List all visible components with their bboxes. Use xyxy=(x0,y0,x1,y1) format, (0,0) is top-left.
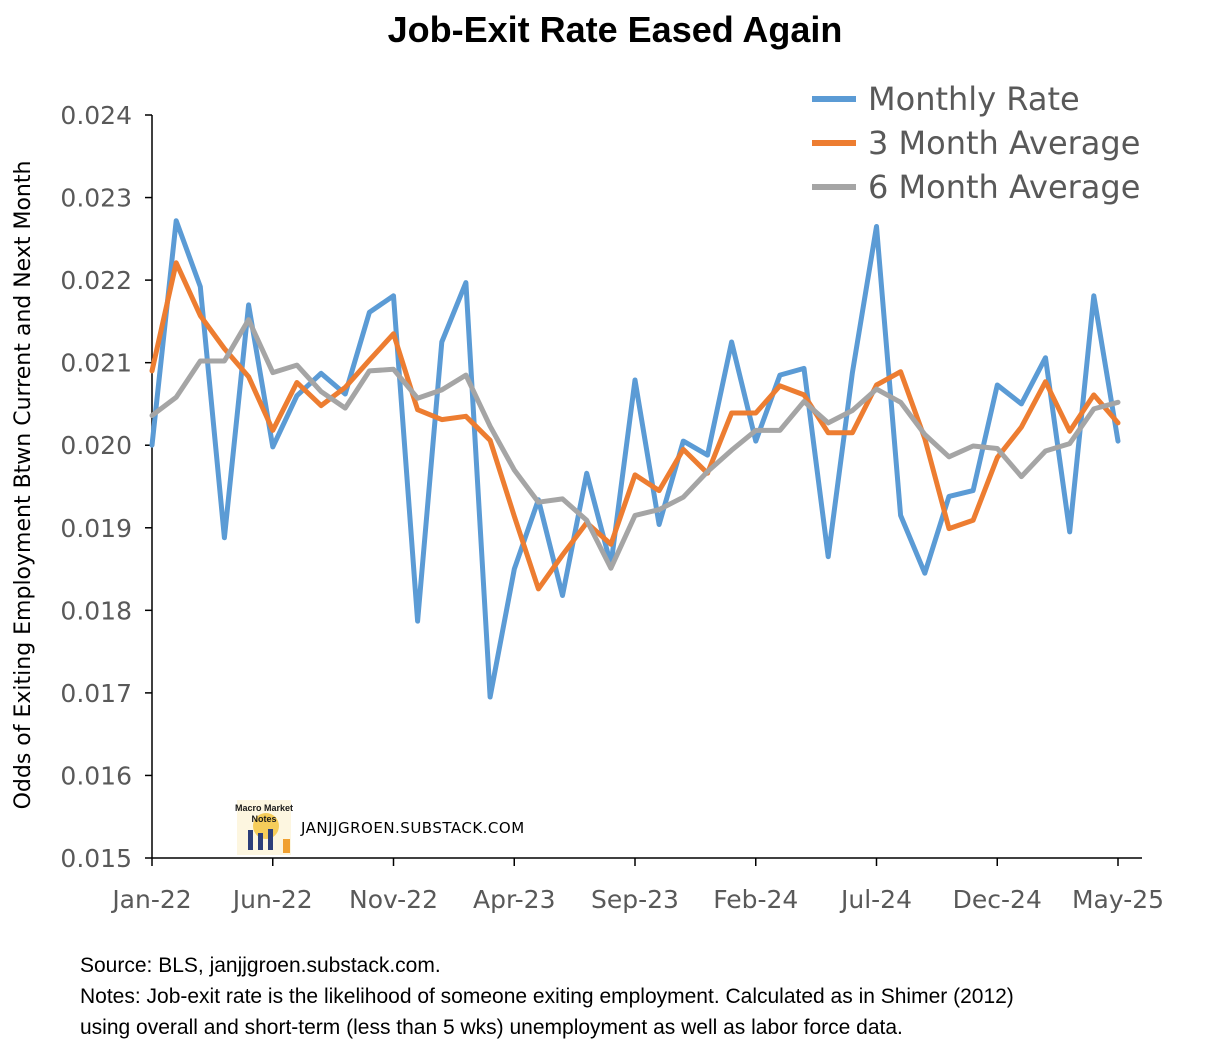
series-line-3-month-average xyxy=(149,260,1121,592)
series-line-6-month-average xyxy=(149,317,1121,571)
notes-line-1: Notes: Job-exit rate is the likelihood o… xyxy=(80,985,1014,1008)
y-tick-label: 0.019 xyxy=(60,514,132,543)
y-tick-labels: 0.015 0.016 0.017 0.018 0.019 0.020 0.021 0.022… xyxy=(60,101,132,873)
series-line-monthly-rate xyxy=(149,218,1121,700)
y-tick-label: 0.023 xyxy=(60,184,132,213)
y-tick-label: 0.024 xyxy=(60,101,132,130)
y-tick-label: 0.018 xyxy=(60,596,132,625)
legend: Monthly Rate 3 Month Average 6 Month Avera… xyxy=(812,80,1140,206)
axes xyxy=(145,114,1142,866)
legend-label-6-month-average: 6 Month Average xyxy=(868,168,1140,206)
y-tick-label: 0.020 xyxy=(60,431,132,460)
x-tick-label: Feb-24 xyxy=(713,885,798,914)
logo-text-line-1: Macro Market xyxy=(235,803,293,813)
chart-notes: Source: BLS, janjjgroen.substack.com. No… xyxy=(80,950,1225,1043)
source-note: Source: BLS, janjjgroen.substack.com. xyxy=(80,954,441,977)
y-tick-label: 0.015 xyxy=(60,844,132,873)
x-tick-label: Jul-24 xyxy=(839,885,912,914)
x-tick-label: Jan-22 xyxy=(110,885,191,914)
y-tick-label: 0.021 xyxy=(60,349,132,378)
legend-label-3-month-average: 3 Month Average xyxy=(868,124,1140,162)
notes-line-2: using overall and short-term (less than … xyxy=(80,1016,903,1039)
x-tick-label: Apr-23 xyxy=(473,885,555,914)
x-tick-labels: Jan-22 Jun-22 Nov-22 Apr-23 Sep-23 Feb-24 Jul-… xyxy=(110,885,1164,914)
legend-label-monthly-rate: Monthly Rate xyxy=(868,80,1080,118)
watermark-text: JANJJGROEN.SUBSTACK.COM xyxy=(300,819,525,837)
x-tick-label: Nov-22 xyxy=(349,885,438,914)
chart-title: Job-Exit Rate Eased Again xyxy=(388,9,843,50)
x-tick-label: Sep-23 xyxy=(591,885,679,914)
watermark: Macro Market Notes JANJJGROEN.SUBSTACK.C… xyxy=(235,800,525,855)
x-tick-label: May-25 xyxy=(1072,885,1164,914)
job-exit-rate-chart: Job-Exit Rate Eased Again Odds of Exitin… xyxy=(11,9,1164,914)
y-tick-label: 0.017 xyxy=(60,679,132,708)
y-tick-label: 0.022 xyxy=(60,266,132,295)
series-lines xyxy=(149,218,1121,700)
macro-market-notes-logo: Macro Market Notes xyxy=(235,800,293,855)
logo-text-line-2: Notes xyxy=(251,814,276,824)
y-axis-label: Odds of Exiting Employment Btwn Current … xyxy=(11,161,36,810)
x-tick-label: Jun-22 xyxy=(231,885,313,914)
x-tick-label: Dec-24 xyxy=(953,885,1042,914)
y-tick-label: 0.016 xyxy=(60,761,132,790)
